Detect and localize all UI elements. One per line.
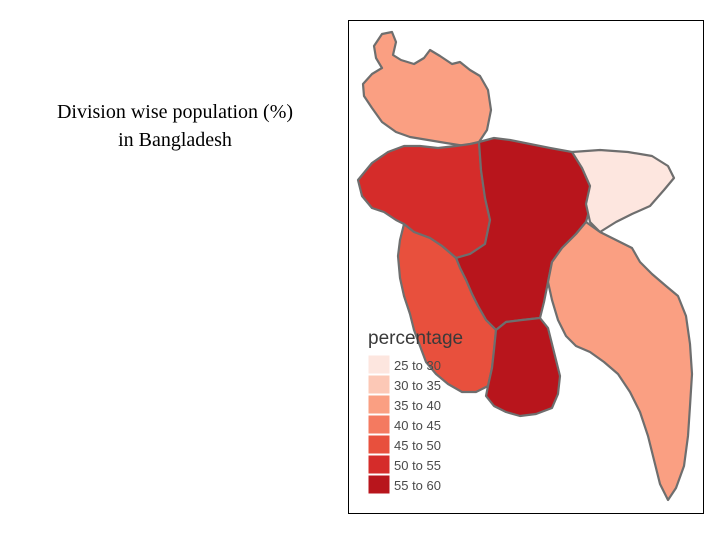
region-chittagong	[546, 220, 694, 502]
legend-label-45-50: 45 to 50	[394, 438, 441, 453]
region-barisal	[484, 316, 562, 418]
legend-swatch-35-40	[367, 394, 391, 415]
legend-swatch-45-50	[367, 434, 391, 455]
legend-label-30-35: 30 to 35	[394, 378, 441, 393]
legend-label-55-60: 55 to 60	[394, 478, 441, 493]
choropleth-map: percentage 25 to 30 30 to 35 35 to 40 40…	[356, 30, 694, 502]
legend-swatch-40-45	[367, 414, 391, 435]
map-frame: percentage 25 to 30 30 to 35 35 to 40 40…	[348, 20, 704, 514]
legend-label-40-45: 40 to 45	[394, 418, 441, 433]
legend-swatch-55-60	[367, 474, 391, 495]
legend-swatch-50-55	[367, 454, 391, 475]
legend-label-35-40: 35 to 40	[394, 398, 441, 413]
legend-swatch-30-35	[367, 374, 391, 395]
legend-label-50-55: 50 to 55	[394, 458, 441, 473]
legend-title: percentage	[368, 328, 463, 349]
caption-line-1: Division wise population (%)	[56, 101, 294, 123]
caption-line-2: in Bangladesh	[118, 129, 232, 151]
region-sylhet	[570, 148, 676, 234]
map-legend: percentage 25 to 30 30 to 35 35 to 40 40…	[367, 328, 463, 495]
slide-caption: Division wise population (%) in Banglade…	[14, 98, 336, 154]
legend-swatch-25-30	[367, 354, 391, 375]
region-rangpur	[361, 30, 493, 148]
legend-label-25-30: 25 to 30	[394, 358, 441, 373]
